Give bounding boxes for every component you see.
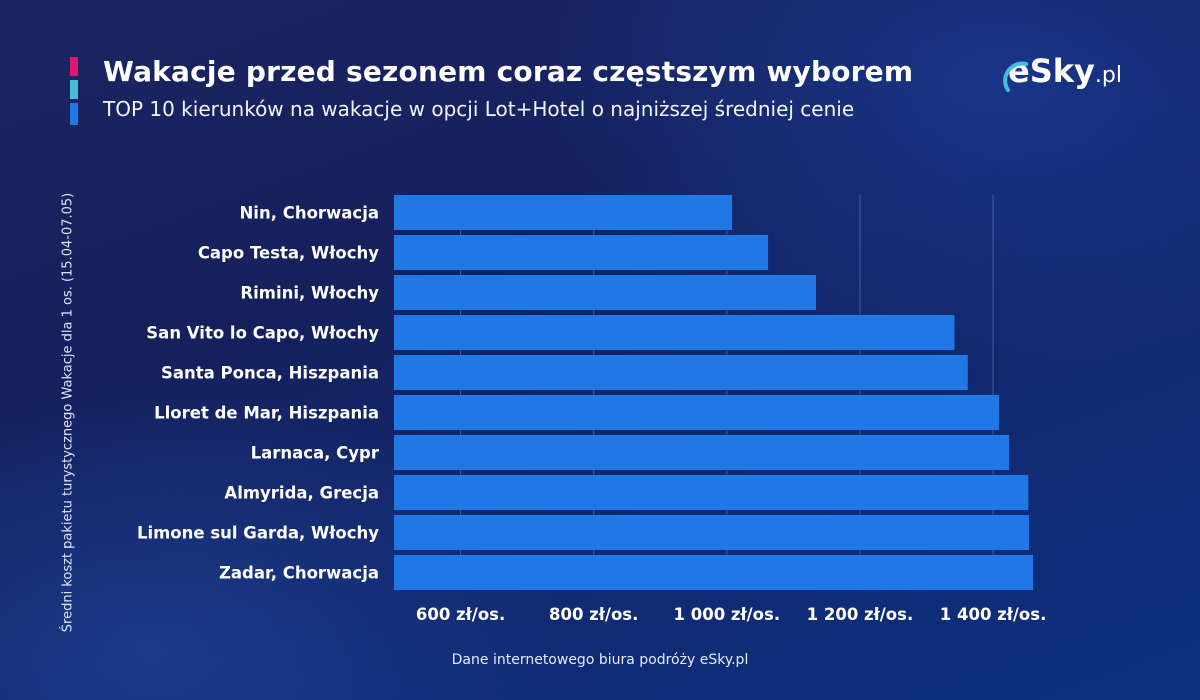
bar-2: [394, 235, 769, 270]
page-subtitle: TOP 10 kierunków na wakacje w opcji Lot+…: [103, 97, 855, 121]
category-label: San Vito lo Capo, Włochy: [146, 324, 379, 343]
bar-6: [394, 395, 1000, 430]
category-label: Larnaca, Cypr: [251, 444, 380, 463]
logo-tld: .pl: [1094, 63, 1122, 88]
tick-label: 1 200 zł/os.: [807, 605, 914, 624]
category-label: Santa Ponca, Hiszpania: [161, 364, 379, 383]
category-label: Limone sul Garda, Włochy: [137, 524, 379, 543]
tick-label: 800 zł/os.: [549, 605, 638, 624]
page-title: Wakacje przed sezonem coraz częstszym wy…: [103, 55, 914, 88]
category-label: Nin, Chorwacja: [239, 204, 379, 223]
source-note: Dane internetowego biura podróży eSky.pl: [451, 652, 749, 668]
category-label: Zadar, Chorwacja: [219, 564, 379, 583]
esky-logo: eSky.pl: [1003, 52, 1148, 102]
category-label: Lloret de Mar, Hiszpania: [154, 404, 379, 423]
accent-bar-pink: [70, 57, 78, 76]
bar-1: [394, 195, 733, 230]
bar-9: [394, 515, 1030, 550]
bar-7: [394, 435, 1010, 470]
chart-bars: [394, 195, 1033, 590]
tick-label: 600 zł/os.: [416, 605, 505, 624]
tick-label: 1 000 zł/os.: [674, 605, 781, 624]
bar-8: [394, 475, 1029, 510]
chart-tick-labels: 600 zł/os. 800 zł/os. 1 000 zł/os. 1 200 zł…: [416, 605, 1046, 624]
logo-brand: eSky: [1008, 52, 1095, 90]
category-label: Rimini, Włochy: [240, 284, 379, 303]
logo-arc-icon: [1003, 61, 1028, 92]
bar-5: [394, 355, 968, 390]
category-label: Almyrida, Grecja: [224, 484, 379, 503]
chart-category-labels: Nin, Chorwacja Capo Testa, Włochy Rimini, …: [137, 204, 380, 583]
bar-4: [394, 315, 955, 350]
bar-3: [394, 275, 817, 310]
category-label: Capo Testa, Włochy: [198, 244, 379, 263]
tick-label: 1 400 zł/os.: [940, 605, 1047, 624]
accent-bar-blue: [70, 103, 78, 125]
bar-10: [394, 555, 1033, 590]
accent-bar-cyan: [70, 80, 78, 99]
